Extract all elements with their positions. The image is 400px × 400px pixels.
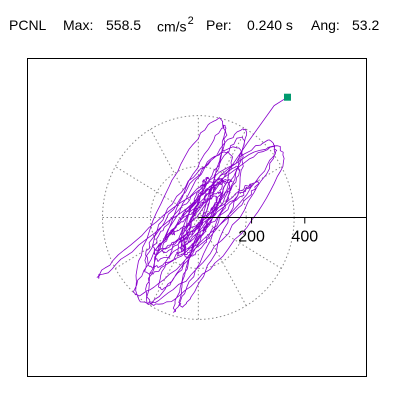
ang-label: Ang: [311,17,340,33]
axis-group: 200 400 [198,217,366,246]
per-value: 0.240 s [247,17,293,33]
orbit-trace [96,96,288,313]
ang-value: 53.2 [352,17,380,33]
max-value: 558.5 [106,17,142,33]
peak-marker [283,93,291,101]
x-tick-label-400: 400 [291,229,318,246]
max-label: Max: [63,17,94,33]
max-unit-exponent: 2 [187,15,194,27]
station-code: PCNL [9,17,47,33]
x-tick-label-200: 200 [238,229,265,246]
max-unit-text: cm/s [157,18,187,35]
plot-frame [27,58,367,377]
trace-group [96,96,288,313]
chart-title: PCNL Max: 558.5 cm/s2 Per: 0.240 s Ang: … [9,13,399,37]
per-label: Per: [206,17,232,33]
max-unit: cm/s2 [157,15,194,35]
marker-group [283,93,291,101]
